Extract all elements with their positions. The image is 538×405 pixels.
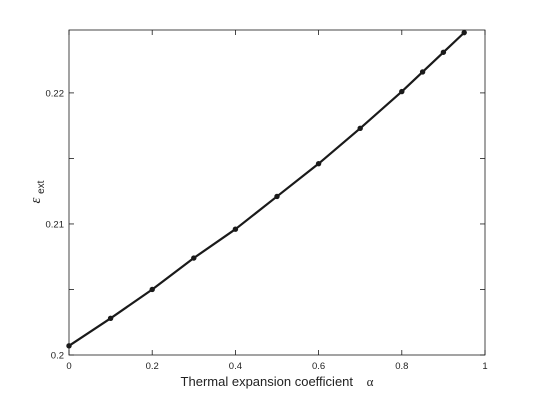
y-tick-label: 0.21 — [46, 219, 65, 230]
plot-area-frame — [68, 29, 486, 356]
data-point — [274, 193, 280, 200]
y-axis-title: ε ext — [28, 180, 47, 203]
y-tick-label: 0.2 — [51, 351, 64, 362]
x-tick-label: 0.6 — [312, 361, 325, 372]
data-point — [191, 255, 197, 261]
x-axis-ticks: 0 0.2 0.4 0.6 0.8 1 — [66, 30, 488, 372]
data-point — [107, 315, 114, 322]
y-tick-label: 0.22 — [46, 88, 65, 99]
y-axis-ticks: 0.2 0.21 0.22 — [46, 88, 485, 362]
data-point — [440, 49, 447, 55]
data-point — [419, 69, 426, 75]
x-tick-label: 0.4 — [229, 361, 242, 372]
series-line — [68, 31, 465, 347]
data-point — [149, 286, 155, 293]
y-axis-title-subscript: ext — [36, 180, 47, 194]
data-point — [399, 88, 405, 95]
x-tick-label: 0.8 — [395, 361, 408, 372]
series-layer — [66, 29, 467, 349]
x-tick-label: 1 — [482, 361, 487, 372]
data-point — [66, 343, 72, 349]
x-axis-title-text: Thermal expansion coefficient — [181, 374, 354, 389]
data-point — [315, 160, 322, 167]
x-tick-label: 0 — [66, 361, 71, 372]
x-axis-title: Thermal expansion coefficient α — [181, 374, 374, 389]
data-point — [357, 125, 363, 131]
x-tick-label: 0.2 — [146, 361, 159, 372]
x-axis-title-symbol: α — [367, 374, 374, 389]
data-point — [461, 29, 467, 36]
y-axis-title-symbol: ε — [28, 197, 44, 203]
data-point — [232, 226, 239, 232]
